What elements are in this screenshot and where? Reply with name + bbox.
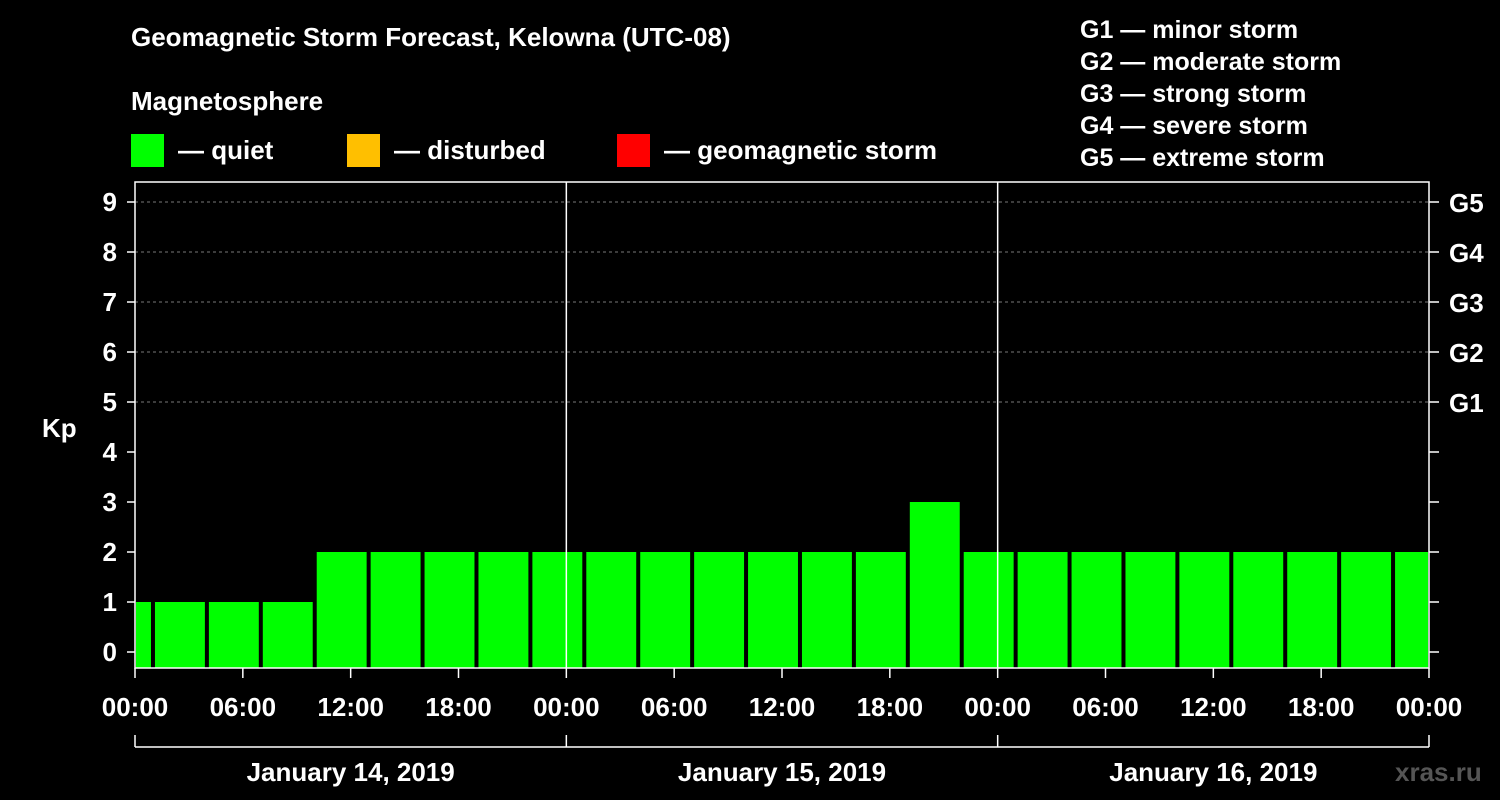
x-tick-label: 00:00	[102, 692, 169, 722]
y-tick-label: 2	[103, 537, 117, 567]
kp-bar	[1071, 552, 1122, 668]
y-tick-label: 9	[103, 187, 117, 217]
kp-bar	[1179, 552, 1230, 668]
chart-title: Geomagnetic Storm Forecast, Kelowna (UTC…	[131, 22, 731, 52]
kp-bar	[532, 552, 583, 668]
kp-bar	[478, 552, 529, 668]
day-label: January 14, 2019	[247, 757, 455, 787]
x-tick-label: 00:00	[964, 692, 1031, 722]
watermark: xras.ru	[1395, 757, 1482, 787]
x-tick-label: 18:00	[425, 692, 492, 722]
day-label: January 16, 2019	[1109, 757, 1317, 787]
g-level-label: G2	[1449, 338, 1484, 368]
legend-label-quiet: — quiet	[178, 134, 274, 165]
kp-bar	[640, 552, 691, 668]
kp-bar	[855, 552, 906, 668]
kp-bar	[586, 552, 637, 668]
legend-item-quiet: — quiet	[131, 133, 273, 167]
legend-label-disturbed: — disturbed	[394, 134, 546, 165]
storm-level-g5: G5 — extreme storm	[1080, 144, 1325, 172]
g-level-label: G5	[1449, 188, 1484, 218]
x-tick-label: 00:00	[1396, 692, 1463, 722]
kp-bar	[1017, 552, 1068, 668]
storm-swatch	[617, 133, 650, 167]
x-tick-label: 12:00	[317, 692, 384, 722]
kp-bar	[262, 602, 313, 668]
g-level-label: G1	[1449, 388, 1484, 418]
x-tick-label: 06:00	[210, 692, 277, 722]
kp-bar	[370, 552, 421, 668]
kp-bar	[1287, 552, 1338, 668]
legend-label-storm: — geomagnetic storm	[664, 134, 938, 165]
kp-bar	[208, 602, 259, 668]
disturbed-swatch	[347, 133, 380, 167]
legend-item-storm: — geomagnetic storm	[617, 133, 937, 167]
y-tick-label: 8	[103, 237, 117, 267]
x-tick-label: 12:00	[749, 692, 816, 722]
kp-bar	[1125, 552, 1176, 668]
y-tick-label: 3	[103, 487, 117, 517]
x-tick-label: 06:00	[1072, 692, 1139, 722]
kp-bar	[1341, 552, 1392, 668]
storm-level-g1: G1 — minor storm	[1080, 16, 1299, 44]
legend-heading: Magnetosphere	[131, 86, 324, 116]
kp-bar	[316, 552, 367, 668]
kp-bar	[424, 552, 475, 668]
y-tick-label: 1	[103, 587, 117, 617]
g-level-label: G4	[1449, 238, 1484, 268]
kp-bar	[909, 502, 960, 668]
storm-level-key: G1 — minor storm G2 — moderate storm G3 …	[1080, 14, 1341, 174]
kp-bar	[154, 602, 205, 668]
day-label: January 15, 2019	[678, 757, 886, 787]
kp-bar	[694, 552, 745, 668]
kp-bar	[1233, 552, 1284, 668]
kp-bar	[136, 602, 151, 668]
x-tick-label: 00:00	[533, 692, 600, 722]
kp-bar	[1395, 552, 1428, 668]
g-level-label: G3	[1449, 288, 1484, 318]
storm-level-g4: G4 — severe storm	[1080, 112, 1308, 140]
x-tick-label: 12:00	[1180, 692, 1247, 722]
kp-bar	[963, 552, 1014, 668]
storm-level-g3: G3 — strong storm	[1080, 80, 1307, 108]
quiet-swatch	[131, 133, 164, 167]
y-axis-label: Kp	[42, 413, 77, 443]
y-tick-label: 6	[103, 337, 117, 367]
x-tick-label: 06:00	[641, 692, 708, 722]
y-tick-label: 5	[103, 387, 117, 417]
y-tick-label: 4	[103, 437, 118, 467]
x-tick-label: 18:00	[1288, 692, 1355, 722]
legend-item-disturbed: — disturbed	[347, 133, 546, 167]
x-tick-label: 18:00	[857, 692, 924, 722]
y-tick-label: 7	[103, 287, 117, 317]
kp-bar	[801, 552, 852, 668]
storm-level-g2: G2 — moderate storm	[1080, 48, 1342, 76]
kp-bar	[748, 552, 798, 668]
y-tick-label: 0	[103, 637, 117, 667]
